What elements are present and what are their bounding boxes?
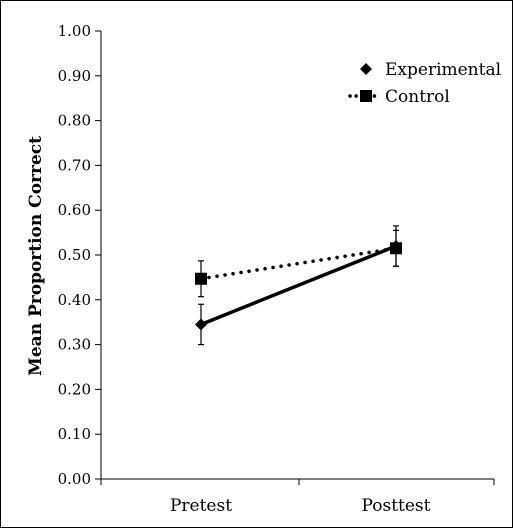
legend-item-experimental: Experimental xyxy=(360,60,501,80)
y-tick-label: 0.50 xyxy=(58,246,91,264)
legend-marker-control xyxy=(360,90,372,102)
legend-label-experimental: Experimental xyxy=(385,60,501,80)
y-tick-label: 0.60 xyxy=(58,201,91,219)
legend: Experimental Control xyxy=(348,60,501,107)
series-line-control xyxy=(199,246,398,281)
y-tick-label: 0.40 xyxy=(58,291,91,309)
y-axis-label: Mean Proportion Correct xyxy=(26,136,46,376)
y-axis: 0.00 0.10 0.20 0.30 0.40 0.50 0.60 0.70 0.80 0.90… xyxy=(58,22,102,488)
x-tick-label: Posttest xyxy=(362,496,431,516)
y-tick-label: 0.10 xyxy=(58,425,91,443)
y-tick-label: 0.00 xyxy=(58,470,91,488)
legend-marker-experimental xyxy=(360,63,372,75)
y-tick-label: 0.90 xyxy=(58,67,91,85)
data-point-control xyxy=(195,272,207,285)
series-line-experimental xyxy=(200,244,397,327)
series-control xyxy=(195,229,402,298)
x-tick-label: Pretest xyxy=(170,496,232,516)
data-point-experimental xyxy=(195,318,207,331)
data-point-control xyxy=(390,242,402,255)
series-layer xyxy=(195,225,402,346)
y-tick-label: 0.70 xyxy=(58,156,91,174)
y-tick-label: 1.00 xyxy=(58,22,91,40)
y-tick-label: 0.30 xyxy=(58,336,91,354)
y-tick-label: 0.80 xyxy=(58,112,91,130)
series-experimental xyxy=(195,225,402,346)
y-tick-label: 0.20 xyxy=(58,380,91,398)
legend-label-control: Control xyxy=(385,87,450,107)
x-axis: Pretest Posttest xyxy=(100,478,495,516)
legend-item-control: Control xyxy=(348,87,450,107)
